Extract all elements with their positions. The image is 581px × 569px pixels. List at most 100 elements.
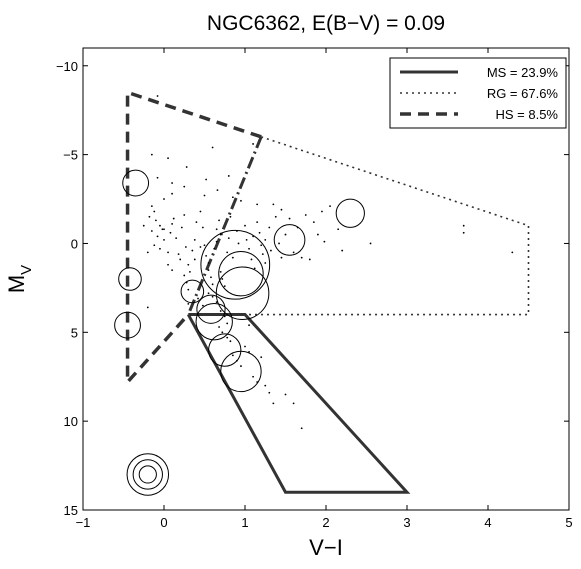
data-point [148, 215, 151, 218]
chart-title: NGC6362, E(B−V) = 0.09 [207, 12, 445, 35]
data-point [199, 210, 202, 213]
data-point [248, 324, 250, 327]
y-tick-label: −10 [56, 59, 78, 74]
data-point [226, 251, 229, 254]
data-point [244, 345, 246, 348]
legend-label-hs: HS = 8.5% [495, 107, 558, 122]
data-point [167, 251, 169, 254]
x-tick-label: 1 [241, 515, 248, 530]
data-point [288, 217, 291, 220]
data-point [240, 365, 242, 367]
data-point [227, 175, 230, 177]
data-point [219, 270, 222, 273]
data-point [205, 178, 208, 181]
data-circle [195, 302, 233, 341]
region-divider [186, 136, 263, 316]
data-point [221, 331, 224, 334]
data-point [197, 297, 199, 300]
data-point [237, 242, 240, 245]
data-point [179, 258, 182, 261]
data-point [268, 226, 271, 229]
data-point [153, 210, 156, 213]
data-point [231, 196, 234, 199]
data-circle [180, 279, 205, 304]
data-point [308, 258, 311, 261]
data-point [187, 302, 190, 305]
data-circle [273, 224, 306, 256]
data-point [226, 336, 229, 339]
data-point [270, 249, 272, 252]
data-point [329, 205, 331, 208]
data-point [268, 391, 271, 394]
data-point [272, 402, 275, 405]
data-circle [215, 266, 270, 320]
data-point [216, 189, 219, 192]
data-point [156, 95, 159, 97]
data-point [221, 278, 224, 280]
region-hs [125, 89, 262, 387]
data-point [244, 224, 246, 227]
y-tick-label: −5 [63, 148, 78, 163]
region-rg [188, 136, 530, 316]
data-point [321, 210, 323, 213]
data-circle [196, 294, 226, 324]
data-point [156, 235, 159, 238]
data-circle [335, 198, 365, 228]
data-point [264, 384, 267, 387]
data-point [207, 269, 210, 272]
data-circle [218, 250, 264, 297]
data-circle [208, 333, 242, 367]
data-point [312, 221, 315, 224]
data-point [172, 217, 175, 220]
data-point [227, 237, 230, 240]
data-point [205, 255, 208, 257]
data-point [195, 221, 198, 224]
legend-label-ms: MS = 23.9% [487, 65, 559, 80]
data-point [171, 269, 174, 272]
data-point [218, 326, 220, 328]
data-point [191, 249, 194, 252]
data-circle [114, 311, 141, 339]
region-ms [186, 313, 411, 494]
data-point [231, 256, 234, 259]
data-circle [118, 267, 142, 291]
data-point [211, 146, 214, 149]
data-point [187, 263, 190, 266]
data-point [284, 393, 287, 396]
data-point [256, 221, 259, 224]
data-point [150, 230, 153, 232]
data-point [226, 322, 229, 325]
data-circle [220, 350, 262, 393]
data-point [210, 276, 212, 279]
data-point [185, 166, 188, 168]
data-point [163, 198, 165, 200]
data-point [146, 306, 149, 309]
data-point [189, 270, 191, 273]
data-point [219, 310, 222, 312]
ring-marker [126, 453, 170, 496]
data-point [218, 219, 220, 222]
data-point [341, 249, 344, 252]
data-point [211, 295, 214, 298]
data-point [175, 237, 178, 240]
x-tick-label: 0 [160, 515, 167, 530]
data-point [201, 304, 204, 307]
data-point [272, 203, 275, 206]
ring-marker [138, 465, 157, 484]
data-point [201, 226, 204, 229]
data-point [292, 402, 295, 405]
data-point [142, 224, 145, 227]
x-tick-label: 5 [565, 515, 572, 530]
data-point [199, 246, 202, 248]
data-circle [122, 169, 150, 197]
y-tick-label: 5 [71, 325, 78, 340]
x-tick-label: −1 [76, 515, 91, 530]
data-point [156, 176, 159, 179]
data-point [252, 143, 255, 145]
y-axis-label: MV [4, 265, 35, 293]
data-point [300, 256, 303, 259]
legend-label-rg: RG = 67.6% [487, 86, 559, 101]
data-point [240, 199, 242, 202]
data-point [177, 253, 180, 256]
data-point [159, 224, 161, 227]
